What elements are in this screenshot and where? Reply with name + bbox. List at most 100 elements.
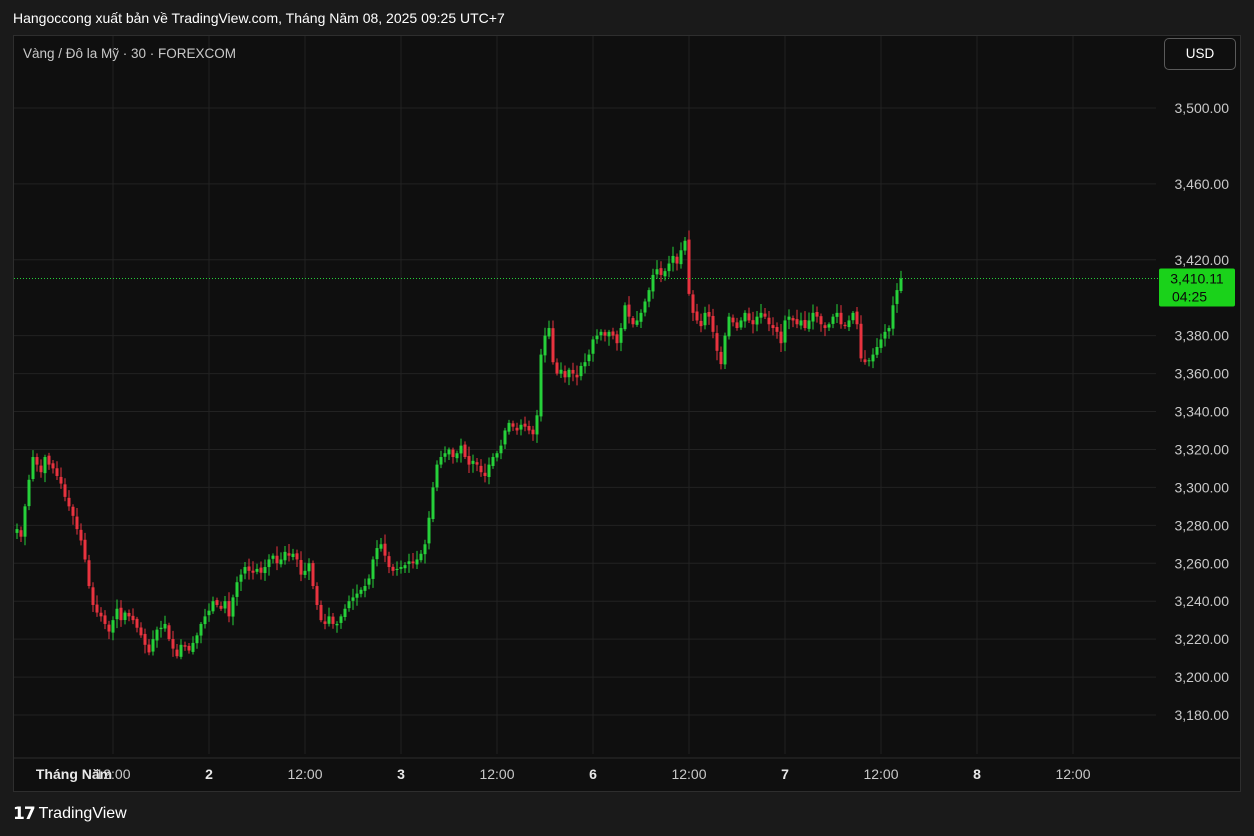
candle-body [319,604,323,621]
candle-body [55,468,59,476]
candle-body [587,354,591,362]
candle-body [771,325,775,329]
candle-body [115,608,119,620]
candle-body [223,601,227,609]
candle-body [699,320,703,327]
candle-body [35,457,39,465]
candle-body [411,561,415,564]
candle-body [767,317,771,325]
candle-body [787,316,791,320]
candle-body [91,587,95,605]
candle-body [811,312,815,322]
currency-button[interactable]: USD [1164,38,1236,70]
candle-body [171,639,175,649]
candle-body [871,354,875,362]
candle-body [799,320,803,326]
candle-body [175,649,179,657]
x-tick-label: 12:00 [95,766,130,782]
candle-body [627,304,631,317]
candle-body [751,320,755,325]
candle-body [559,369,563,374]
candle-body [487,464,491,478]
candle-body [683,240,687,251]
candle-body [515,427,519,431]
candle-body [231,597,235,617]
price-axis: 3,180.00 3,200.00 3,220.00 3,240.00 3,260.00… [1175,100,1230,723]
x-tick-label: 6 [589,766,597,782]
candle-body [343,608,347,617]
candle-body [731,317,735,323]
candle-body [163,623,167,629]
candle-body [867,360,871,362]
candle-body [451,449,455,458]
candle-body [107,624,111,632]
candle-body [443,453,447,457]
candle-body [179,644,183,657]
candle-body [899,278,903,291]
y-tick-label: 3,420.00 [1175,252,1230,268]
candle-body [127,612,131,617]
candle-body [147,644,151,653]
candle-body [323,621,327,624]
candle-body [711,315,715,332]
candle-body [563,371,567,378]
candle-body [243,567,247,574]
candle-body [315,586,319,605]
candle-body [499,445,503,454]
tradingview-logo-icon: 𝟭𝟳 [13,804,36,823]
candle-body [455,453,459,459]
candle-body [23,506,27,537]
candle-body [567,369,571,378]
candle-body [707,311,711,317]
candle-body [259,567,263,573]
candle-body [291,553,295,557]
candle-body [431,487,435,519]
candle-body [47,455,51,465]
candle-body [531,429,535,435]
candle-body [551,328,555,363]
candle-body [763,313,767,317]
candle-body [83,539,87,560]
publish-info: Hangoccong xuất bản về TradingView.com, … [13,10,505,26]
candle-body [575,374,579,378]
y-tick-label: 3,200.00 [1175,669,1230,685]
candle-body [775,326,779,332]
tradingview-logo[interactable]: 𝟭𝟳 TradingView [13,804,127,824]
candle-body [475,462,479,465]
brand-name: TradingView [38,805,127,822]
candle-body [351,597,355,601]
candle-body [187,645,191,651]
candle-body [715,333,719,351]
candle-body [27,479,31,507]
x-tick-label: 7 [781,766,789,782]
y-tick-label: 3,500.00 [1175,100,1230,116]
candle-body [67,497,71,507]
candle-body [383,543,387,556]
candle-body [459,445,463,454]
chart-panel[interactable] [13,35,1241,792]
candle-body [219,605,223,609]
x-tick-label: 12:00 [671,766,706,782]
y-tick-label: 3,360.00 [1175,366,1230,382]
candle-body [603,332,607,336]
candle-body [87,560,91,587]
candle-body [611,331,615,336]
candle-body [15,529,19,533]
candle-body [883,331,887,339]
x-tick-label: 12:00 [479,766,514,782]
candle-body [423,544,427,555]
candle-body [503,430,507,445]
y-tick-label: 3,300.00 [1175,479,1230,495]
candles [15,230,903,660]
candle-body [835,312,839,317]
y-tick-label: 3,460.00 [1175,176,1230,192]
candle-body [51,463,55,469]
candle-body [227,601,231,617]
candle-body [415,559,419,565]
candle-body [667,263,671,272]
candle-body [419,553,423,561]
x-tick-label: 8 [973,766,981,782]
candle-body [211,601,215,612]
y-tick-label: 3,180.00 [1175,707,1230,723]
